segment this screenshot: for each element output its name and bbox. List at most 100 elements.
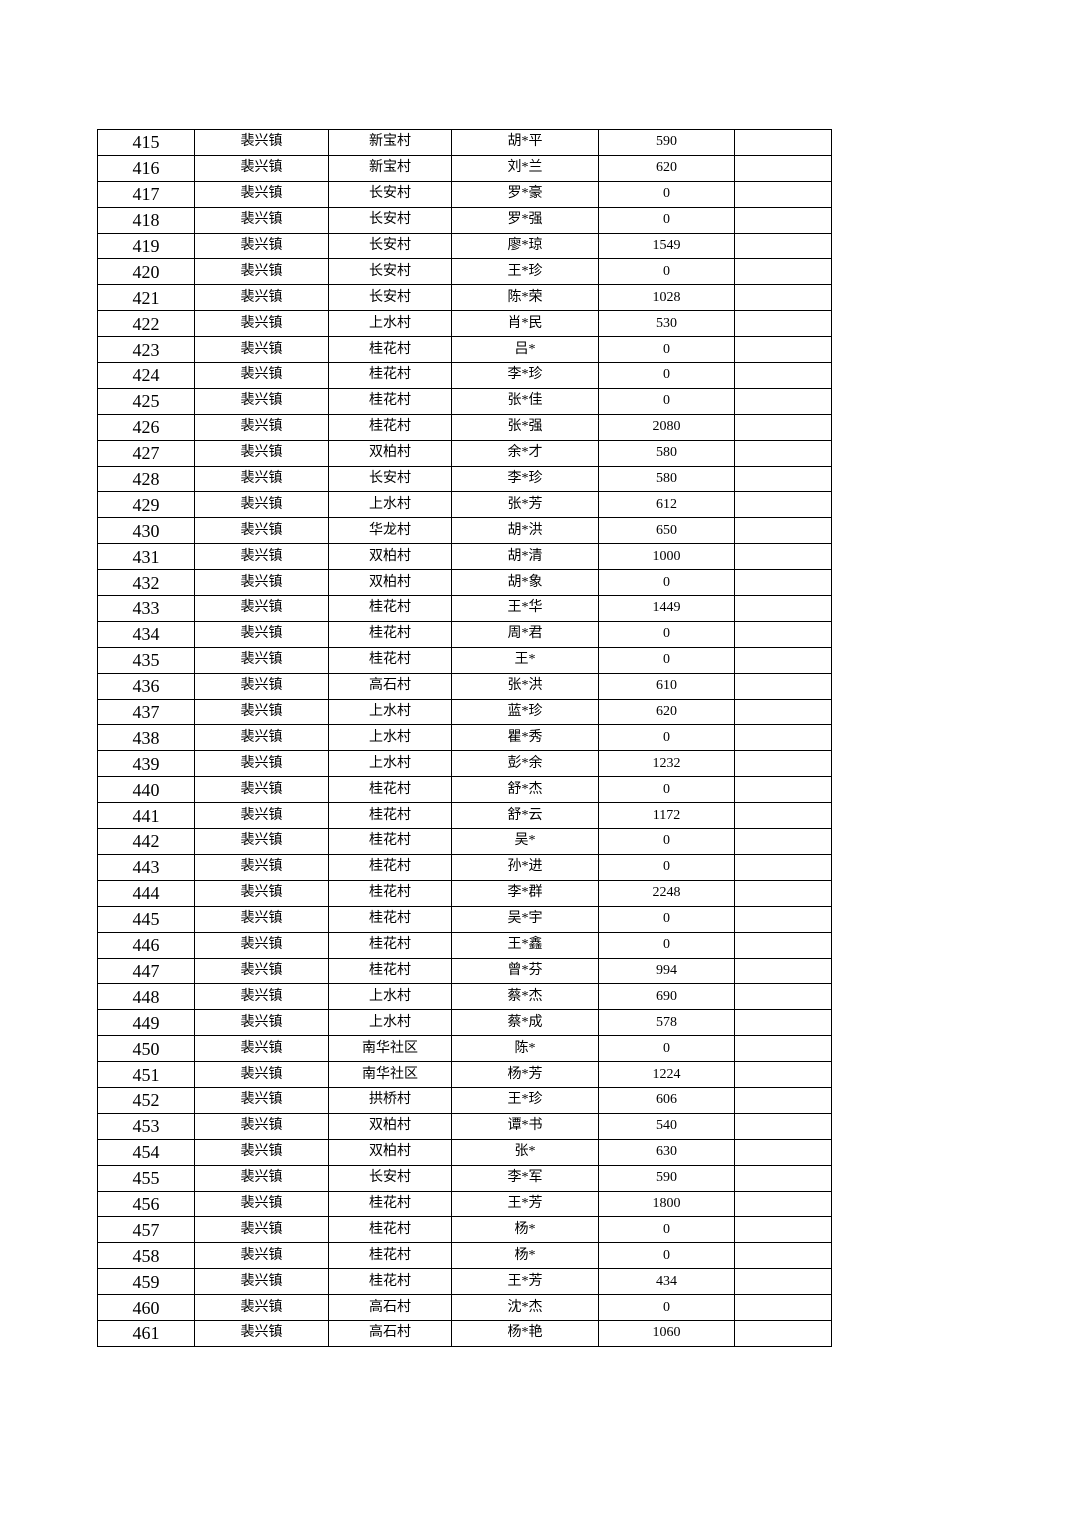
name-cell: 杨* <box>451 1216 599 1244</box>
remark-cell <box>734 206 832 234</box>
row-number-cell: 455 <box>97 1164 195 1192</box>
remark-cell <box>734 931 832 959</box>
town-cell: 裴兴镇 <box>194 180 329 208</box>
amount-cell: 590 <box>598 129 735 156</box>
town-cell: 裴兴镇 <box>194 931 329 959</box>
table-row: 443 裴兴镇 桂花村 孙*进 0 <box>97 853 832 881</box>
village-cell: 桂花村 <box>328 879 452 907</box>
amount-cell: 0 <box>598 905 735 933</box>
village-cell: 桂花村 <box>328 595 452 622</box>
name-cell: 李*珍 <box>451 362 599 389</box>
amount-cell: 630 <box>598 1138 735 1166</box>
amount-cell: 620 <box>598 154 735 182</box>
town-cell: 裴兴镇 <box>194 1061 329 1088</box>
name-cell: 张*洪 <box>451 672 599 700</box>
remark-cell <box>734 1086 832 1114</box>
table-row: 444 裴兴镇 桂花村 李*群 2248 <box>97 879 832 907</box>
village-cell: 桂花村 <box>328 1216 452 1244</box>
remark-cell <box>734 957 832 985</box>
row-number-cell: 415 <box>97 129 195 156</box>
town-cell: 裴兴镇 <box>194 698 329 726</box>
amount-cell: 690 <box>598 983 735 1011</box>
name-cell: 吴*宇 <box>451 905 599 933</box>
amount-cell: 994 <box>598 957 735 985</box>
village-cell: 上水村 <box>328 310 452 338</box>
remark-cell <box>734 983 832 1011</box>
name-cell: 吕* <box>451 336 599 364</box>
remark-cell <box>734 776 832 804</box>
remark-cell <box>734 879 832 907</box>
remark-cell <box>734 620 832 648</box>
name-cell: 李*军 <box>451 1164 599 1192</box>
name-cell: 吴* <box>451 828 599 855</box>
village-cell: 高石村 <box>328 1319 452 1347</box>
row-number-cell: 451 <box>97 1061 195 1088</box>
row-number-cell: 441 <box>97 802 195 830</box>
village-cell: 桂花村 <box>328 853 452 881</box>
table-row: 424 裴兴镇 桂花村 李*珍 0 <box>97 362 832 389</box>
amount-cell: 0 <box>598 853 735 881</box>
amount-cell: 0 <box>598 180 735 208</box>
remark-cell <box>734 491 832 519</box>
village-cell: 南华社区 <box>328 1035 452 1063</box>
row-number-cell: 416 <box>97 154 195 182</box>
amount-cell: 0 <box>598 336 735 364</box>
village-cell: 桂花村 <box>328 362 452 389</box>
town-cell: 裴兴镇 <box>194 284 329 312</box>
table-row: 419 裴兴镇 长安村 廖*琼 1549 <box>97 232 832 260</box>
remark-cell <box>734 1164 832 1192</box>
name-cell: 杨* <box>451 1242 599 1270</box>
village-cell: 双柏村 <box>328 439 452 467</box>
table-row: 421 裴兴镇 长安村 陈*荣 1028 <box>97 284 832 312</box>
row-number-cell: 426 <box>97 413 195 441</box>
remark-cell <box>734 1190 832 1218</box>
table-row: 439 裴兴镇 上水村 彭*余 1232 <box>97 750 832 778</box>
remark-cell <box>734 154 832 182</box>
town-cell: 裴兴镇 <box>194 1319 329 1347</box>
town-cell: 裴兴镇 <box>194 1009 329 1037</box>
row-number-cell: 445 <box>97 905 195 933</box>
village-cell: 桂花村 <box>328 776 452 804</box>
remark-cell <box>734 387 832 415</box>
row-number-cell: 417 <box>97 180 195 208</box>
town-cell: 裴兴镇 <box>194 957 329 985</box>
remark-cell <box>734 1009 832 1037</box>
name-cell: 王* <box>451 646 599 674</box>
town-cell: 裴兴镇 <box>194 1112 329 1140</box>
table-row: 459 裴兴镇 桂花村 王*芳 434 <box>97 1268 832 1296</box>
amount-cell: 590 <box>598 1164 735 1192</box>
town-cell: 裴兴镇 <box>194 1035 329 1063</box>
amount-cell: 1000 <box>598 543 735 571</box>
village-cell: 双柏村 <box>328 1138 452 1166</box>
table-row: 461 裴兴镇 高石村 杨*艳 1060 <box>97 1319 832 1347</box>
town-cell: 裴兴镇 <box>194 879 329 907</box>
name-cell: 陈*荣 <box>451 284 599 312</box>
row-number-cell: 429 <box>97 491 195 519</box>
amount-cell: 606 <box>598 1086 735 1114</box>
village-cell: 南华社区 <box>328 1061 452 1088</box>
town-cell: 裴兴镇 <box>194 465 329 493</box>
table-row: 432 裴兴镇 双柏村 胡*象 0 <box>97 569 832 597</box>
village-cell: 上水村 <box>328 698 452 726</box>
name-cell: 罗*强 <box>451 206 599 234</box>
remark-cell <box>734 439 832 467</box>
row-number-cell: 438 <box>97 724 195 752</box>
name-cell: 张*佳 <box>451 387 599 415</box>
table-row: 445 裴兴镇 桂花村 吴*宇 0 <box>97 905 832 933</box>
village-cell: 上水村 <box>328 491 452 519</box>
amount-cell: 0 <box>598 620 735 648</box>
table-row: 442 裴兴镇 桂花村 吴* 0 <box>97 828 832 855</box>
remark-cell <box>734 1242 832 1270</box>
town-cell: 裴兴镇 <box>194 129 329 156</box>
amount-cell: 1224 <box>598 1061 735 1088</box>
village-cell: 双柏村 <box>328 543 452 571</box>
row-number-cell: 456 <box>97 1190 195 1218</box>
town-cell: 裴兴镇 <box>194 491 329 519</box>
town-cell: 裴兴镇 <box>194 724 329 752</box>
remark-cell <box>734 543 832 571</box>
town-cell: 裴兴镇 <box>194 595 329 622</box>
table-row: 451 裴兴镇 南华社区 杨*芳 1224 <box>97 1061 832 1088</box>
remark-cell <box>734 1294 832 1321</box>
table-row: 429 裴兴镇 上水村 张*芳 612 <box>97 491 832 519</box>
town-cell: 裴兴镇 <box>194 1164 329 1192</box>
